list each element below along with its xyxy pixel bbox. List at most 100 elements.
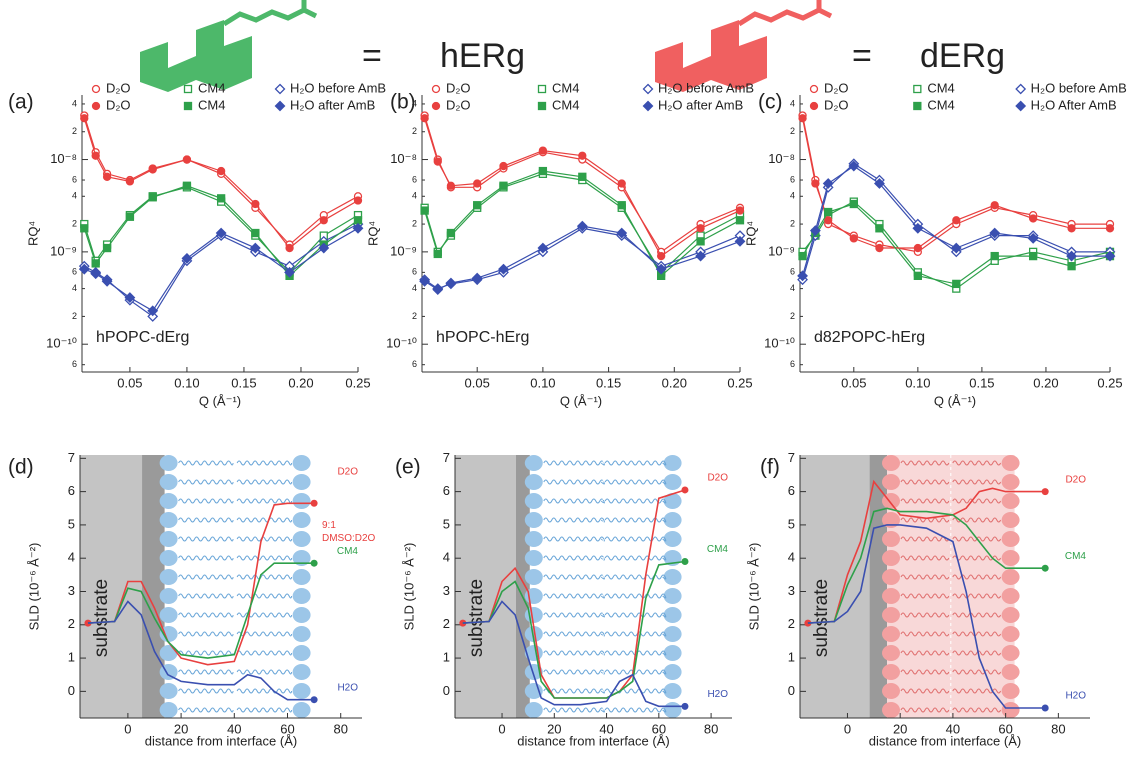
marker — [420, 114, 429, 123]
headgroup — [882, 683, 900, 699]
y-tick-label: 2 — [790, 218, 795, 228]
y-tick-label: 4 — [412, 98, 417, 108]
y-tick-label: 2 — [68, 616, 75, 631]
molecule-derg — [655, 0, 833, 92]
x-axis-title: Q (Å⁻¹) — [934, 393, 976, 408]
marker — [912, 222, 924, 234]
lipid-tail — [952, 479, 1002, 485]
marker — [102, 172, 112, 181]
marker — [617, 179, 626, 188]
headgroup — [159, 683, 178, 699]
end-marker — [1041, 488, 1049, 496]
lipid-tail — [900, 650, 950, 656]
lipid-tail — [236, 669, 293, 675]
marker — [148, 165, 157, 174]
herg-label: hERg — [440, 37, 525, 75]
marker — [734, 235, 746, 247]
x-tick-label: 0.10 — [905, 375, 930, 390]
headgroup — [159, 569, 178, 585]
y-axis-title: SLD (10⁻⁶ Å⁻²) — [401, 543, 416, 631]
x-tick-label: 0.20 — [662, 375, 687, 390]
lipid-tail — [236, 688, 293, 694]
legend-label: D₂O — [446, 97, 471, 112]
lipid-tail — [952, 631, 1002, 637]
headgroup — [1001, 702, 1020, 718]
headgroup — [882, 607, 900, 623]
lipid-tail — [900, 688, 950, 694]
series-label: CM4 — [1065, 551, 1087, 562]
substrate — [800, 455, 870, 718]
lipid-tail — [604, 536, 667, 542]
y-tick-label: 10⁻⁸ — [50, 151, 77, 166]
headgroup — [524, 531, 543, 547]
marker — [735, 206, 745, 215]
y-tick-label: 1 — [68, 650, 75, 665]
headgroup — [1001, 664, 1020, 680]
lipid-tail — [604, 688, 667, 694]
x-axis-title: distance from interface (Å) — [145, 733, 297, 748]
derg-label: dERg — [920, 37, 1005, 75]
lipid-tail — [236, 479, 293, 485]
series-line — [462, 600, 685, 708]
marker — [578, 151, 587, 160]
x-axis-title: Q (Å⁻¹) — [199, 393, 241, 408]
panel-annotation: hPOPC-hErg — [436, 329, 529, 346]
end-marker — [681, 558, 689, 566]
legend-marker — [274, 100, 286, 112]
y-tick-label: 6 — [412, 359, 417, 369]
y-tick-label: 7 — [443, 450, 450, 465]
marker — [420, 206, 429, 215]
marker — [913, 271, 923, 280]
lipid-tail — [543, 707, 605, 713]
marker — [433, 157, 442, 166]
panel-label: (a) — [8, 91, 34, 114]
y-tick-label: 5 — [788, 516, 795, 531]
lipid-tail — [604, 707, 667, 713]
lipid-tail — [543, 479, 605, 485]
legend-marker — [642, 83, 654, 95]
headgroup — [292, 531, 311, 547]
y-tick-label: 4 — [788, 550, 795, 565]
series-line — [807, 524, 1046, 709]
headgroup — [159, 493, 178, 509]
x-tick-label: 0.10 — [174, 375, 199, 390]
legend-label: H₂O before AmB — [658, 80, 754, 95]
substrate — [455, 455, 516, 718]
series-line — [802, 118, 1110, 249]
marker — [1067, 224, 1076, 233]
y-tick-label: 7 — [68, 450, 75, 465]
legend-marker — [809, 101, 819, 111]
headgroup — [882, 550, 900, 566]
marker — [538, 166, 548, 176]
headgroup — [159, 588, 178, 604]
marker — [875, 224, 884, 233]
y-tick-label: 2 — [790, 311, 795, 321]
marker — [874, 178, 885, 189]
headgroup — [292, 474, 311, 490]
lipid-tail — [178, 498, 234, 504]
x-tick-label: 80 — [704, 721, 718, 736]
marker — [1028, 214, 1038, 223]
legend-label: D₂O — [824, 97, 849, 112]
legend-marker — [1015, 83, 1027, 95]
marker — [1105, 224, 1115, 233]
headgroup — [663, 569, 682, 585]
headgroup — [159, 531, 178, 547]
lipid-tail — [236, 555, 293, 561]
headgroup — [524, 626, 543, 642]
marker — [657, 251, 666, 261]
series-label: H2O — [337, 682, 358, 693]
lipid-tail — [543, 460, 605, 466]
y-tick-label: 2 — [412, 218, 417, 228]
x-tick-label: 60 — [280, 721, 294, 736]
headgroup — [524, 702, 543, 718]
lipid-tail — [952, 574, 1002, 580]
lipid-tail — [900, 517, 950, 523]
y-tick-label: 6 — [443, 483, 450, 498]
marker — [473, 201, 482, 210]
lipid-tail — [236, 574, 293, 580]
y-tick-label: 6 — [72, 359, 77, 369]
marker — [1027, 232, 1039, 244]
headgroup — [292, 683, 311, 699]
marker — [990, 201, 999, 210]
